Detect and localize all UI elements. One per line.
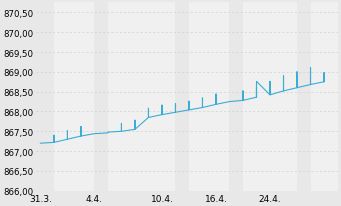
- Bar: [108, 4, 176, 191]
- Bar: [189, 4, 229, 191]
- Bar: [243, 4, 297, 191]
- Bar: [54, 4, 94, 191]
- Bar: [311, 4, 338, 191]
